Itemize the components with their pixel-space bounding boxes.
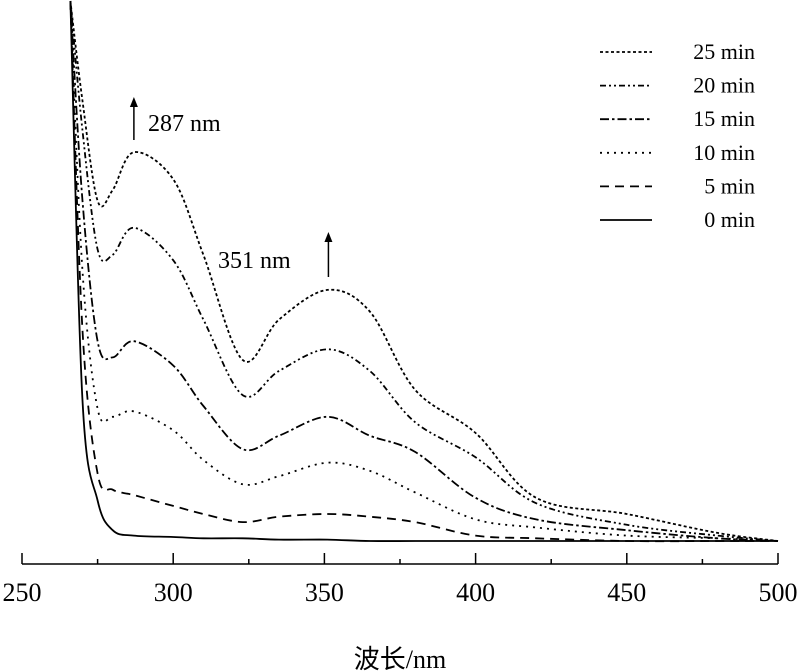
series-line-25-min (69, 0, 779, 542)
legend-label: 5 min (704, 173, 755, 198)
legend-label: 15 min (693, 106, 755, 131)
x-tick-label: 500 (759, 578, 798, 607)
series-line-0-min (69, 0, 778, 542)
legend-label: 10 min (693, 140, 755, 165)
x-tick-label: 350 (305, 578, 344, 607)
annotation-label: 287 nm (148, 111, 221, 137)
legend-label: 20 min (693, 73, 755, 98)
arrow-head-icon (324, 232, 333, 242)
arrow-head-icon (129, 97, 138, 107)
x-tick-label: 400 (456, 578, 495, 607)
legend-label: 0 min (704, 207, 755, 232)
annotation-label: 351 nm (218, 248, 291, 274)
x-tick-label: 300 (154, 578, 193, 607)
annotations: 287 nm 351 nm (129, 97, 333, 277)
series-line-20-min (69, 0, 779, 542)
legend-label: 25 min (693, 39, 755, 64)
x-tick-label: 250 (3, 578, 42, 607)
series-line-15-min (69, 0, 779, 542)
series-line-5-min (69, 0, 778, 543)
x-tick-label: 450 (607, 578, 646, 607)
x-axis: 250 300 350 400 450 500 (3, 553, 798, 607)
series-line-10-min (69, 0, 779, 542)
x-axis-label: 波长/nm (354, 645, 446, 672)
spectra-curves (69, 0, 779, 543)
legend: 25 min 20 min 15 min 10 min 5 min 0 min (600, 39, 755, 232)
